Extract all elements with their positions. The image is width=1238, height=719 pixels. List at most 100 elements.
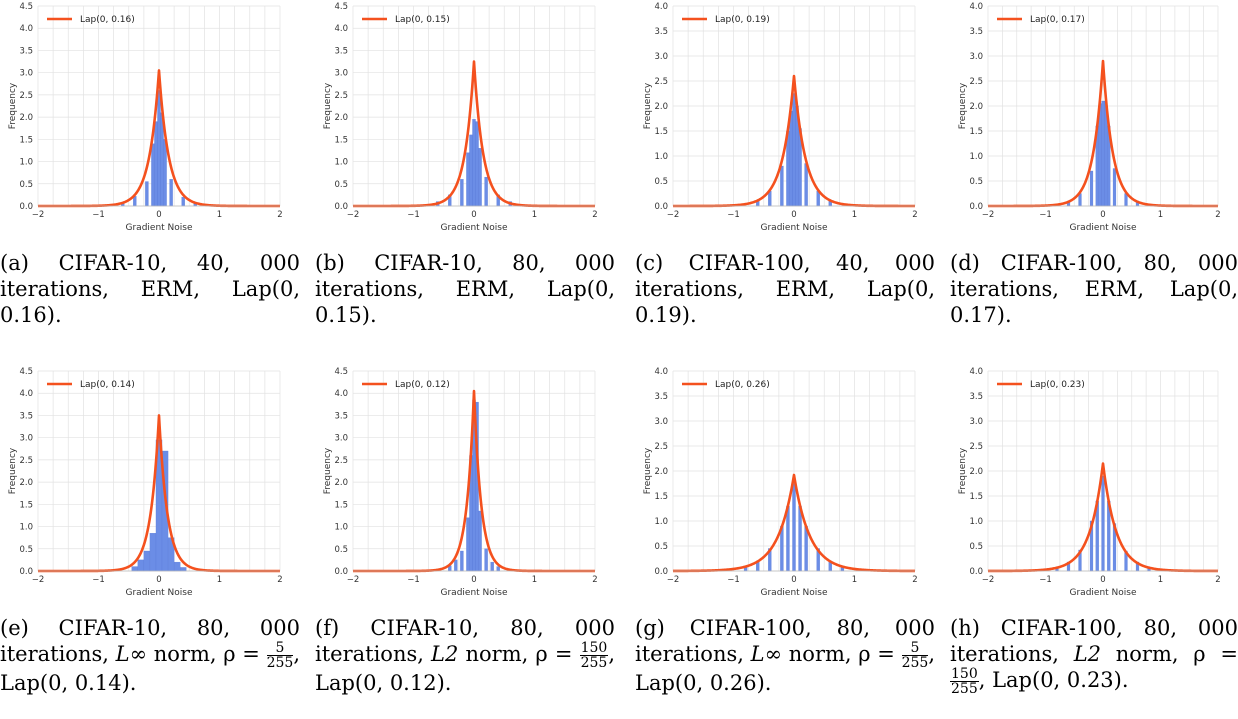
histogram-bar	[143, 550, 151, 572]
histogram-bar	[484, 176, 488, 207]
histogram-bar	[154, 121, 158, 207]
histogram-bar	[466, 152, 470, 207]
x-tick-label: 1	[532, 575, 537, 585]
y-tick-label: 0.0	[19, 567, 33, 577]
histogram-bar	[472, 119, 476, 207]
y-tick-label: 1.0	[654, 152, 668, 162]
y-tick-label: 2.5	[19, 91, 33, 101]
chart-g: 0.0 0.5 1.0 1.5 2.0 2.5 3.0 3.5 4.0 −2 −1 0 1 2 Gradie…	[643, 367, 918, 598]
histogram-bar	[478, 148, 482, 207]
caption-h: (h) CIFAR-100, 80, 000 iterations, L2 no…	[950, 616, 1238, 697]
y-tick-label: 2.5	[969, 442, 983, 452]
x-tick-label: 0	[471, 210, 476, 220]
legend-label: Lap(0, 0.14)	[80, 380, 135, 390]
x-tick-label: −2	[667, 575, 680, 585]
histogram-bar	[181, 196, 185, 207]
y-tick-label: 3.0	[334, 69, 348, 79]
x-tick-label: −1	[407, 575, 420, 585]
y-tick-label: 0.5	[19, 545, 33, 555]
x-axis-label: Gradient Noise	[126, 223, 193, 233]
panel-d: 0.0 0.5 1.0 1.5 2.0 2.5 3.0 3.5 4.0 −2 −1 0 1 2 Gradie…	[950, 0, 1238, 328]
y-tick-label: 1.0	[969, 517, 983, 527]
y-tick-label: 2.5	[334, 91, 348, 101]
x-tick-label: 2	[1215, 575, 1220, 585]
caption-a: (a) CIFAR-10, 40, 000 iterations, ERM, L…	[0, 251, 300, 327]
y-tick-label: 1.5	[19, 135, 33, 145]
y-tick-label: 1.0	[334, 523, 348, 533]
y-tick-label: 0.5	[334, 545, 348, 555]
y-axis-label: Frequency	[323, 447, 333, 494]
x-tick-label: 0	[471, 575, 476, 585]
histogram-bar	[804, 163, 808, 207]
x-tick-label: −1	[727, 210, 740, 220]
y-tick-label: 3.5	[654, 392, 668, 402]
panel-b: 0.0 0.5 1.0 1.5 2.0 2.5 3.0 3.5 4.0 4.5 −2 −1 0 1 2 Gra…	[315, 0, 615, 328]
x-tick-label: −1	[92, 210, 105, 220]
y-tick-label: 1.5	[654, 127, 668, 137]
caption-text: (a) CIFAR-10,	[0, 251, 197, 275]
histogram-bar	[786, 505, 790, 572]
x-tick-label: 2	[592, 575, 597, 585]
y-tick-label: 3.5	[969, 27, 983, 37]
x-tick-label: −2	[32, 575, 45, 585]
histogram-bar	[137, 559, 145, 572]
x-axis-label: Gradient Noise	[441, 223, 508, 233]
x-tick-label: −2	[982, 210, 995, 220]
y-tick-label: 3.0	[334, 434, 348, 444]
y-tick-label: 1.5	[969, 492, 983, 502]
x-tick-label: 2	[277, 210, 282, 220]
x-tick-label: 1	[852, 575, 857, 585]
histogram-bar	[780, 165, 784, 207]
x-axis-label: Gradient Noise	[1070, 588, 1137, 598]
histogram-bar	[469, 134, 473, 207]
y-tick-label: 0.0	[654, 202, 668, 212]
x-tick-label: 2	[592, 210, 597, 220]
y-tick-label: 4.0	[334, 24, 348, 34]
histogram-bar	[1089, 170, 1094, 207]
caption-e: (e) CIFAR-10, 80, 000 iterations, L∞ nor…	[0, 616, 301, 695]
histogram-bar	[149, 533, 157, 572]
panel-e: 0.0 0.5 1.0 1.5 2.0 2.5 3.0 3.5 4.0 4.5 −2 −1 0 1 2 Gra…	[0, 365, 300, 696]
panel-c: 0.0 0.5 1.0 1.5 2.0 2.5 3.0 3.5 4.0 −2 −1 0 1 2 Gradie…	[635, 0, 935, 328]
histogram-bar	[466, 517, 470, 572]
y-tick-label: 0.5	[654, 177, 668, 187]
panel-a: 0.0 0.5 1.0 1.5 2.0 2.5 3.0 3.5 4.0 4.5 −2 −1 0 1 2 Gra…	[0, 0, 300, 328]
panel-g: 0.0 0.5 1.0 1.5 2.0 2.5 3.0 3.5 4.0 −2 −1 0 1 2 Gradie…	[635, 365, 935, 696]
x-tick-label: 0	[156, 575, 161, 585]
histogram-bar	[157, 90, 161, 207]
y-tick-label: 4.0	[969, 367, 983, 377]
legend-label: Lap(0, 0.15)	[395, 15, 450, 25]
histogram-bar	[169, 179, 173, 207]
x-tick-label: −1	[1039, 210, 1052, 220]
caption-d: (d) CIFAR-100, 80, 000 iterations, ERM, …	[950, 251, 1238, 327]
histogram-bar	[145, 181, 149, 207]
y-tick-label: 3.0	[969, 52, 983, 62]
y-tick-label: 4.5	[19, 2, 33, 12]
y-tick-label: 3.0	[969, 417, 983, 427]
y-tick-label: 0.5	[969, 542, 983, 552]
y-tick-label: 2.0	[334, 113, 348, 123]
histogram-bar	[484, 548, 488, 572]
y-tick-label: 4.0	[334, 389, 348, 399]
histogram-bar	[460, 179, 464, 207]
x-tick-label: 2	[1215, 210, 1220, 220]
x-tick-label: −2	[982, 575, 995, 585]
x-tick-label: 2	[277, 575, 282, 585]
y-tick-label: 0.0	[969, 202, 983, 212]
y-tick-label: 3.0	[654, 417, 668, 427]
y-tick-label: 2.5	[334, 456, 348, 466]
chart-f: 0.0 0.5 1.0 1.5 2.0 2.5 3.0 3.5 4.0 4.5 −2 −1 0 1 2 Gra…	[323, 367, 598, 598]
x-tick-label: −2	[347, 210, 360, 220]
y-tick-label: 2.0	[19, 478, 33, 488]
y-tick-label: 2.5	[969, 77, 983, 87]
laplace-curve	[672, 473, 916, 573]
x-axis-label: Gradient Noise	[1070, 223, 1137, 233]
y-tick-label: 3.5	[19, 411, 33, 421]
y-tick-label: 2.0	[969, 102, 983, 112]
y-tick-label: 1.5	[19, 500, 33, 510]
y-tick-label: 4.0	[654, 2, 668, 12]
y-tick-label: 3.5	[334, 46, 348, 56]
histogram-bar	[496, 566, 500, 572]
histogram-bar	[1101, 475, 1105, 572]
y-axis-label: Frequency	[958, 447, 968, 494]
